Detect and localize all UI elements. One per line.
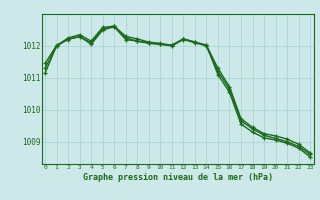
- X-axis label: Graphe pression niveau de la mer (hPa): Graphe pression niveau de la mer (hPa): [83, 173, 273, 182]
